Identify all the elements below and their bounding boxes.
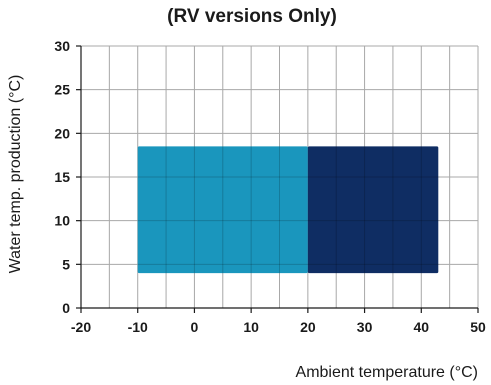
x-tick-label: 20: [300, 319, 316, 335]
x-axis-label: Ambient temperature (°C): [296, 364, 478, 381]
grid-over-regions: [137, 146, 439, 274]
y-tick-label: 20: [54, 125, 70, 141]
x-tick-label: 10: [243, 319, 259, 335]
y-tick-label: 15: [54, 169, 70, 185]
y-tick-label: 30: [54, 38, 70, 54]
x-tick-label: 0: [191, 319, 199, 335]
x-tick-label: -20: [71, 319, 91, 335]
x-tick-label: 30: [357, 319, 373, 335]
chart-title: (RV versions Only): [167, 6, 337, 27]
axes: [76, 45, 479, 313]
x-tick-label: -10: [128, 319, 148, 335]
x-tick-label: 40: [413, 319, 429, 335]
y-tick-label: 5: [62, 256, 70, 272]
operating-region-2: [307, 146, 439, 274]
y-axis-label: Water temp. production (°C): [7, 75, 24, 274]
x-tick-labels: -20 -10 0 10 20 30 40 50: [71, 319, 486, 335]
operating-regions: [137, 146, 439, 274]
y-tick-label: 25: [54, 82, 70, 98]
y-tick-label: 10: [54, 213, 70, 229]
y-tick-label: 0: [62, 300, 70, 316]
y-tick-labels: 0 5 10 15 20 25 30: [54, 38, 70, 316]
operating-region-1: [137, 146, 308, 274]
x-tick-label: 50: [470, 319, 486, 335]
